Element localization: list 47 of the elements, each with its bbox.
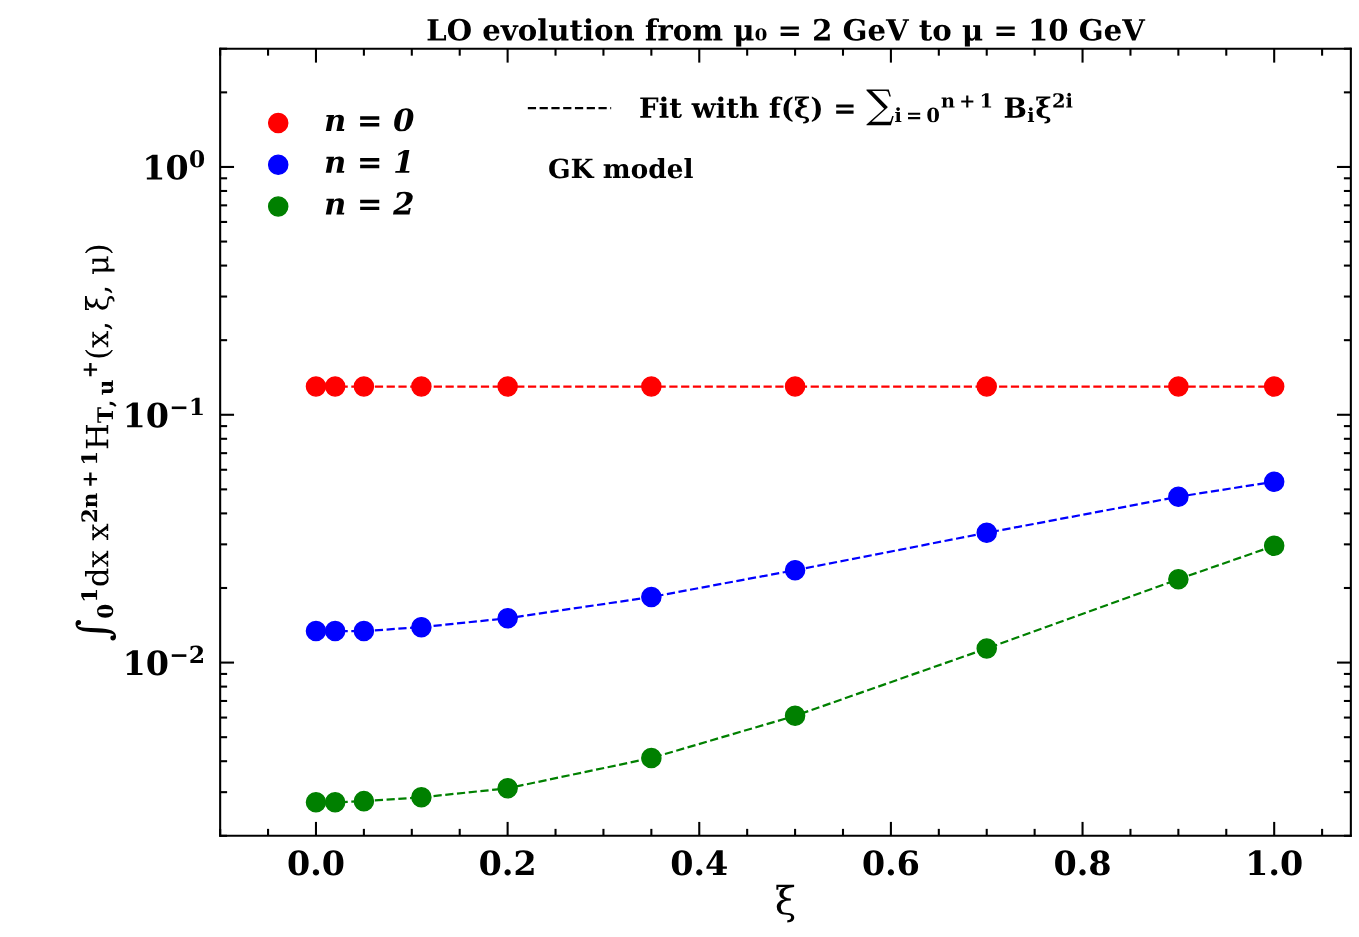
point bbox=[305, 792, 327, 813]
y-tick-label: 10$^{0}$ bbox=[146, 149, 205, 180]
point bbox=[976, 522, 997, 544]
point bbox=[305, 620, 327, 642]
y-tick-label: 10$^{−1}$ bbox=[126, 397, 203, 428]
x-tick-label: 0.6 bbox=[863, 850, 919, 876]
y-tick-label: 10$^{−2}$ bbox=[126, 645, 203, 676]
point bbox=[1168, 376, 1189, 397]
x-tick-label: 0.4 bbox=[671, 850, 727, 876]
point bbox=[1263, 535, 1285, 557]
point bbox=[641, 376, 662, 397]
legend-label: n = 1 bbox=[325, 150, 410, 173]
point bbox=[976, 376, 997, 397]
point bbox=[784, 559, 806, 581]
legend-label: n = 0 bbox=[325, 108, 414, 132]
x-tick-label: 0.2 bbox=[480, 850, 534, 876]
point bbox=[1263, 471, 1285, 492]
x-axis-title: ξ bbox=[776, 884, 795, 923]
point bbox=[784, 705, 806, 727]
text: ∫$_{0}$$^{1}$dx x$^{2n+1}$H$_{T,u}$$^{+}$(x, ξ, μ) bbox=[75, 245, 117, 641]
point bbox=[641, 586, 662, 608]
point bbox=[497, 607, 518, 629]
point bbox=[324, 792, 346, 813]
chart-title: LO evolution from μ₀ = 2 GeV to μ = 10 GeV bbox=[427, 18, 1146, 47]
point bbox=[784, 376, 806, 397]
point bbox=[1168, 568, 1189, 590]
point bbox=[411, 616, 432, 638]
point bbox=[497, 376, 518, 397]
point bbox=[1168, 486, 1189, 507]
annotation: GK model bbox=[549, 157, 693, 179]
x-tick-label: 1.0 bbox=[1249, 850, 1302, 876]
point bbox=[353, 790, 375, 812]
point bbox=[641, 747, 662, 769]
point bbox=[353, 620, 375, 642]
point bbox=[324, 620, 346, 642]
point bbox=[497, 778, 518, 799]
point bbox=[411, 376, 432, 397]
legend-label: n = 2 bbox=[325, 191, 413, 215]
point bbox=[1263, 376, 1285, 397]
point bbox=[353, 376, 375, 397]
legend-label: Fit with f(ξ) = ∑$_{i=0}$$^{n+1}$ B$_{i}$ξ$^{2i}$ bbox=[640, 89, 1073, 126]
point bbox=[305, 376, 327, 397]
x-tick-label: 0.8 bbox=[1055, 850, 1110, 876]
point bbox=[411, 787, 432, 808]
x-tick-label: 0.0 bbox=[288, 850, 344, 876]
point bbox=[976, 638, 997, 659]
point bbox=[324, 376, 346, 397]
